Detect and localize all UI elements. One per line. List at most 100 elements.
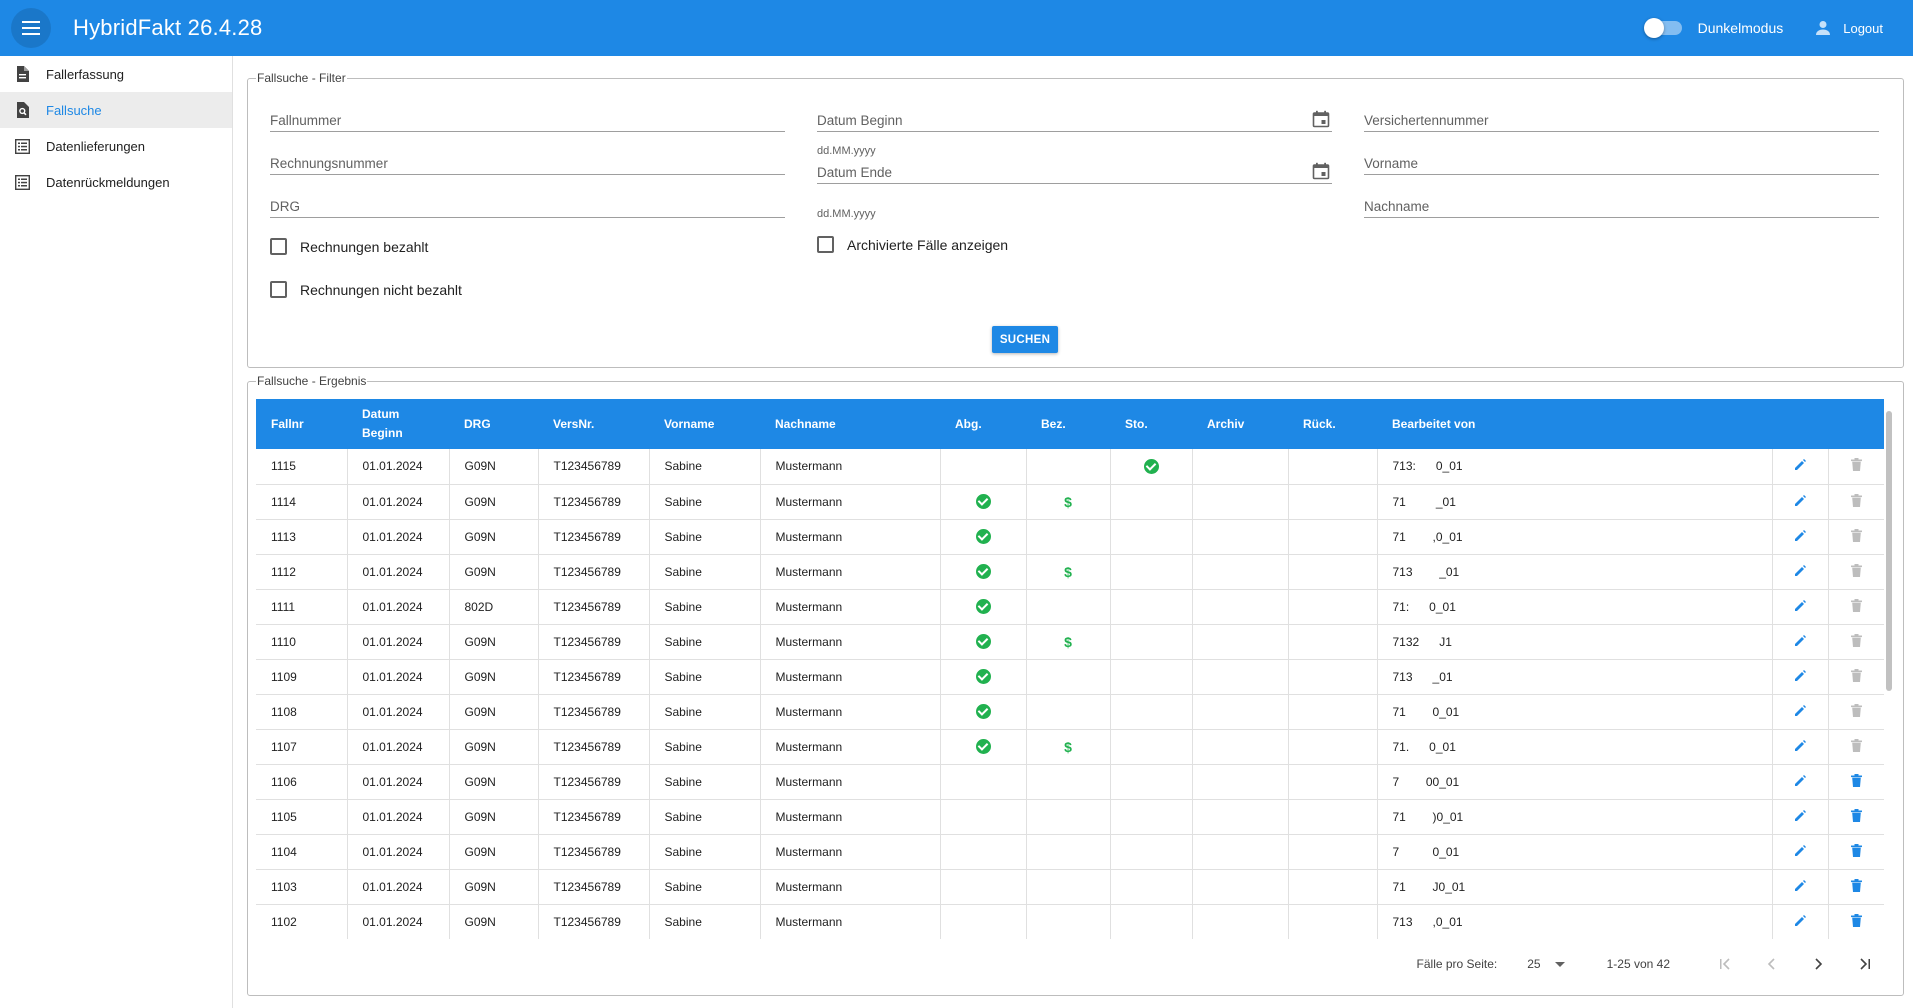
column-header-bez[interactable]: Bez.: [1041, 416, 1066, 431]
search-button[interactable]: SUCHEN: [992, 326, 1058, 353]
table-row[interactable]: 1107 01.01.2024 G09N T123456789 Sabine Muster…: [256, 729, 1884, 765]
scrollbar-thumb[interactable]: [1886, 411, 1892, 691]
cell-rueck: [1288, 799, 1378, 835]
cell-bearbeitet-von: 713 ,0_01: [1377, 904, 1773, 939]
vorname-field[interactable]: Vorname: [1364, 151, 1879, 175]
edit-icon[interactable]: [1794, 599, 1807, 615]
cell-datum-beginn: 01.01.2024: [347, 624, 450, 660]
column-header-archiv[interactable]: Archiv: [1207, 416, 1245, 431]
column-header-fallnr[interactable]: Fallnr: [271, 416, 304, 431]
cell-versnr: T123456789: [538, 799, 650, 835]
menu-button[interactable]: [11, 8, 51, 48]
dollar-icon: $: [1064, 563, 1072, 580]
sidebar-item-datenlieferungen[interactable]: Datenlieferungen: [0, 128, 232, 164]
cell-vorname: Sabine: [649, 449, 761, 485]
cell-bearbeitet-von: 71 J0_01: [1377, 869, 1773, 905]
drg-field[interactable]: DRG: [270, 194, 785, 218]
edit-icon[interactable]: [1794, 879, 1807, 895]
table-row[interactable]: 1114 01.01.2024 G09N T123456789 Sabine Muster…: [256, 484, 1884, 520]
page-size-select[interactable]: 25: [1527, 957, 1565, 971]
edit-icon[interactable]: [1794, 914, 1807, 930]
table-row[interactable]: 1112 01.01.2024 G09N T123456789 Sabine Muster…: [256, 554, 1884, 590]
cell-drg: G09N: [449, 554, 539, 590]
calendar-icon[interactable]: [1312, 162, 1330, 180]
table-row[interactable]: 1110 01.01.2024 G09N T123456789 Sabine Muster…: [256, 624, 1884, 660]
column-header-nachname[interactable]: Nachname: [775, 416, 836, 431]
table-row[interactable]: 1103 01.01.2024 G09N T123456789 Sabine Muster…: [256, 869, 1884, 905]
edit-icon[interactable]: [1794, 774, 1807, 790]
table-row[interactable]: 1111 01.01.2024 802D T123456789 Sabine Muster…: [256, 589, 1884, 625]
sidebar-item-datenrueckmeldungen[interactable]: Datenrückmeldungen: [0, 164, 232, 200]
edit-icon[interactable]: [1794, 458, 1807, 474]
column-header-versnr[interactable]: VersNr.: [553, 416, 595, 431]
delete-icon: [1850, 633, 1862, 650]
sidebar-item-fallsuche[interactable]: Fallsuche: [0, 92, 232, 128]
delete-icon[interactable]: [1850, 808, 1862, 825]
previous-page-button[interactable]: [1752, 944, 1792, 984]
column-header-vorname[interactable]: Vorname: [664, 416, 715, 431]
delete-icon[interactable]: [1850, 878, 1862, 895]
archiviert-checkbox[interactable]: Archivierte Fälle anzeigen: [817, 236, 1008, 253]
table-row[interactable]: 1108 01.01.2024 G09N T123456789 Sabine Muster…: [256, 694, 1884, 730]
sidebar-item-label: Datenrückmeldungen: [46, 174, 170, 190]
sidebar-item-fallerfassung[interactable]: Fallerfassung: [0, 56, 232, 92]
edit-icon[interactable]: [1794, 564, 1807, 580]
next-page-button[interactable]: [1798, 944, 1838, 984]
darkmode-toggle[interactable]: [1643, 18, 1682, 38]
delete-icon[interactable]: [1850, 913, 1862, 930]
edit-icon[interactable]: [1794, 704, 1807, 720]
paginator: Fälle pro Seite: 25 1-25 von 42: [256, 942, 1884, 986]
edit-icon[interactable]: [1794, 809, 1807, 825]
cell-archiv: [1192, 519, 1289, 555]
delete-icon[interactable]: [1850, 843, 1862, 860]
column-header-rueck[interactable]: Rück.: [1303, 416, 1336, 431]
first-page-button[interactable]: [1706, 944, 1746, 984]
table-row[interactable]: 1104 01.01.2024 G09N T123456789 Sabine Muster…: [256, 834, 1884, 870]
datum-ende-field[interactable]: Datum Ende: [817, 160, 1332, 184]
edit-icon[interactable]: [1794, 844, 1807, 860]
column-header-bearbeitet-von[interactable]: Bearbeitet von: [1392, 416, 1476, 431]
versichertennummer-field[interactable]: Versichertennummer: [1364, 108, 1879, 132]
table-row[interactable]: 1109 01.01.2024 G09N T123456789 Sabine Muster…: [256, 659, 1884, 695]
rechnungsnummer-field[interactable]: Rechnungsnummer: [270, 151, 785, 175]
column-header-datum-beginn[interactable]: Datum Beginn: [347, 399, 449, 449]
logout-button[interactable]: Logout: [1815, 20, 1883, 36]
table-row[interactable]: 1102 01.01.2024 G09N T123456789 Sabine Muster…: [256, 904, 1884, 939]
cell-nachname: Mustermann: [760, 554, 941, 590]
column-header-sto[interactable]: Sto.: [1125, 416, 1148, 431]
bezahlt-checkbox[interactable]: Rechnungen bezahlt: [270, 238, 428, 255]
cell-sto: [1110, 834, 1193, 870]
table-row[interactable]: 1115 01.01.2024 G09N T123456789 Sabine Muster…: [256, 449, 1884, 485]
cell-abg: [940, 729, 1027, 765]
table-row[interactable]: 1113 01.01.2024 G09N T123456789 Sabine Muster…: [256, 519, 1884, 555]
fallnummer-field[interactable]: Fallnummer: [270, 108, 785, 132]
table-row[interactable]: 1105 01.01.2024 G09N T123456789 Sabine Muster…: [256, 799, 1884, 835]
cell-vorname: Sabine: [649, 694, 761, 730]
cell-versnr: T123456789: [538, 449, 650, 485]
column-header-drg[interactable]: DRG: [464, 416, 491, 431]
edit-icon[interactable]: [1794, 634, 1807, 650]
cell-bearbeitet-von: 71 _01: [1377, 484, 1773, 520]
edit-icon[interactable]: [1794, 739, 1807, 755]
cell-rueck: [1288, 589, 1378, 625]
datum-beginn-field[interactable]: Datum Beginn: [817, 108, 1332, 132]
cell-edit: [1772, 519, 1829, 555]
delete-icon[interactable]: [1850, 773, 1862, 790]
edit-icon[interactable]: [1794, 669, 1807, 685]
last-page-button[interactable]: [1844, 944, 1884, 984]
table-scrollbar[interactable]: [1885, 399, 1893, 939]
nachname-field[interactable]: Nachname: [1364, 194, 1879, 218]
cell-drg: G09N: [449, 659, 539, 695]
edit-icon[interactable]: [1794, 494, 1807, 510]
cell-vorname: Sabine: [649, 904, 761, 939]
nicht-bezahlt-checkbox[interactable]: Rechnungen nicht bezahlt: [270, 281, 462, 298]
column-header-abg[interactable]: Abg.: [955, 416, 982, 431]
table-row[interactable]: 1106 01.01.2024 G09N T123456789 Sabine Muster…: [256, 764, 1884, 800]
edit-icon[interactable]: [1794, 529, 1807, 545]
sidebar-item-label: Fallsuche: [46, 102, 102, 118]
cell-vorname: Sabine: [649, 519, 761, 555]
delete-icon: [1850, 493, 1862, 510]
cell-delete: [1828, 799, 1884, 835]
check-circle-icon: [975, 599, 991, 615]
calendar-icon[interactable]: [1312, 110, 1330, 128]
